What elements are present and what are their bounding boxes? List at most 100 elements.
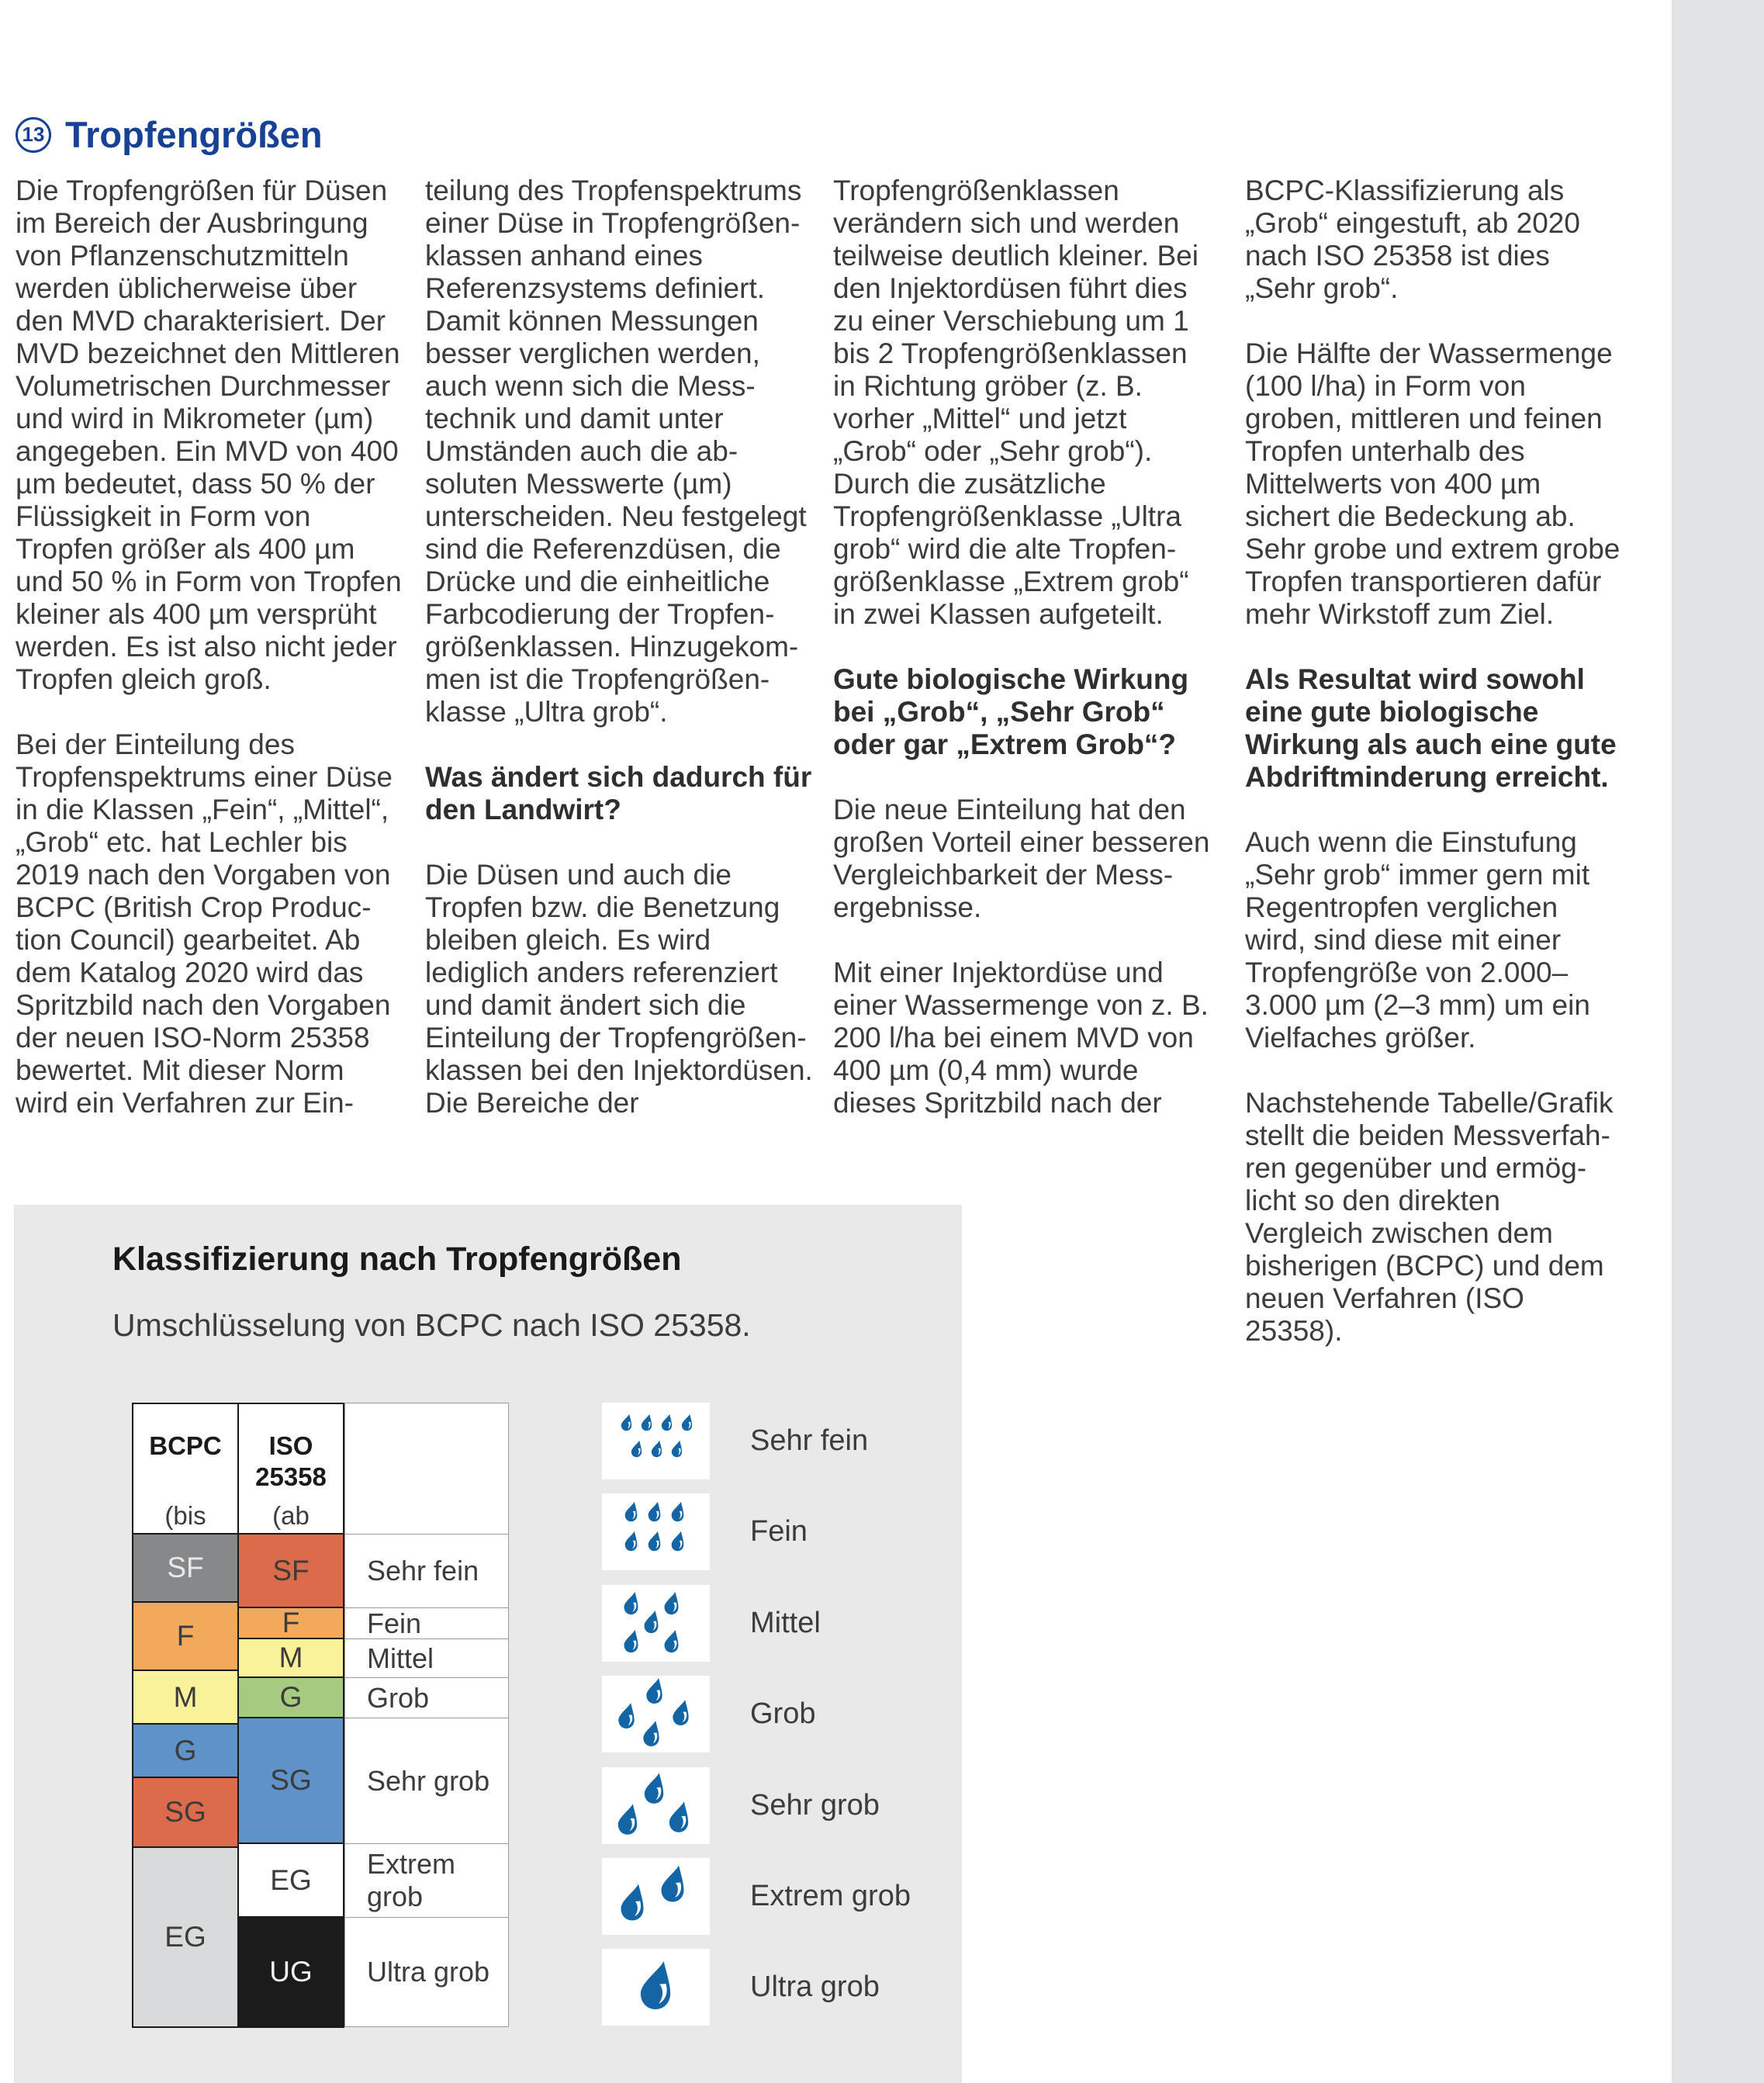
legend-label: Ultra grob: [750, 1971, 880, 2003]
body-paragraph: Nachstehende Tabelle/Grafik stellt die b…: [1245, 1087, 1614, 1347]
droplet-icon: [644, 1773, 664, 1804]
page-title: Tropfengrößen: [65, 114, 323, 155]
iso-column: SF F M G SG EG UG: [237, 1535, 344, 2028]
legend-label: Sehr grob: [750, 1789, 880, 1822]
class-code-cell: SF: [239, 1535, 343, 1608]
class-code-cell: M: [239, 1639, 343, 1678]
class-code-cell: EG: [133, 1848, 237, 2026]
body-paragraph: Die Düsen und auch die Tropfen bzw. die …: [425, 859, 813, 1119]
class-code-cell: M: [133, 1671, 237, 1725]
figure-subtitle: Umschlüsselung von BCPC nach ISO 25358.: [112, 1307, 751, 1343]
droplet-icon: [671, 1440, 683, 1458]
droplet-icon: [624, 1591, 638, 1615]
droplet-icon: [648, 1501, 661, 1522]
droplet-icon: [621, 1413, 632, 1431]
legend-label: Extrem grob: [750, 1880, 911, 1912]
droplet-icon: [640, 1960, 671, 2010]
droplet-icon: [624, 1531, 638, 1552]
class-label-cell: Ultra grob: [345, 1918, 508, 2026]
body-paragraph: Tropfengrößenklassen verändern sich und …: [833, 175, 1198, 630]
droplet-icon: [643, 1721, 659, 1746]
column-subheading: Was ändert sich dadurch für den Landwirt…: [425, 761, 812, 825]
body-paragraph: BCPC-Klassifizierung als „Grob“ eingestu…: [1245, 175, 1580, 304]
droplet-icon: [641, 1413, 652, 1431]
droplet-icon: [617, 1804, 638, 1835]
droplet-icon: [624, 1501, 638, 1522]
droplet-icon: [618, 1703, 635, 1728]
class-code-cell: EG: [239, 1844, 343, 1918]
droplet-icon: [671, 1531, 684, 1552]
legend-label: Fein: [750, 1515, 808, 1548]
droplet-icon: [644, 1610, 659, 1634]
body-paragraph: Auch wenn die Einstufung „Sehr grob“ imm…: [1245, 826, 1590, 1054]
bcpc-column: SF F M G SG EG: [132, 1535, 239, 2028]
droplets-4-icon: [602, 1676, 710, 1753]
class-label-cell: Grob: [345, 1678, 508, 1718]
droplet-icon: [661, 1413, 673, 1431]
class-code-cell: SG: [239, 1718, 343, 1844]
body-paragraph: Die neue Einteilung hat den großen Vorte…: [833, 794, 1210, 923]
table-header-empty: [344, 1403, 509, 1535]
class-label-cell: Extrem grob: [345, 1844, 508, 1918]
text-column-1: Die Tropfengrößen für Düsen im Bereich d…: [16, 175, 403, 1152]
droplets-2-icon: [602, 1858, 710, 1935]
class-label-cell: Sehr grob: [345, 1718, 508, 1844]
droplet-icon: [664, 1591, 679, 1615]
legend-label: Grob: [750, 1697, 816, 1730]
droplets-3-icon: [602, 1767, 710, 1844]
droplet-icon: [621, 1884, 644, 1921]
droplets-7-icon: [602, 1403, 710, 1479]
column-subheading: Als Resultat wird sowohl eine gute biolo…: [1245, 663, 1617, 793]
droplet-icon: [664, 1629, 679, 1653]
class-code-cell: SF: [133, 1535, 237, 1603]
body-paragraph: Die Hälfte der Wassermenge (100 l/ha) in…: [1245, 337, 1620, 630]
text-column-3: Tropfengrößenklassen verändern sich und …: [833, 175, 1217, 1152]
legend-label: Mittel: [750, 1607, 821, 1639]
droplet-icon: [681, 1413, 693, 1431]
body-paragraph: Mit einer Injektordüse und einer Wasserm…: [833, 957, 1209, 1119]
table-header-bcpc-name: BCPC: [149, 1431, 222, 1460]
classification-figure: Klassifizierung nach Tropfengrößen Umsch…: [14, 1205, 962, 2083]
legend-row: Grob: [602, 1676, 815, 1753]
class-code-cell: G: [239, 1678, 343, 1718]
droplet-icon: [651, 1440, 662, 1458]
legend-row: Fein: [602, 1493, 808, 1570]
droplet-icon: [631, 1440, 642, 1458]
section-number-badge: 13: [16, 116, 51, 153]
class-code-cell: F: [133, 1603, 237, 1671]
droplet-icon: [661, 1865, 684, 1902]
legend-row: Ultra grob: [602, 1949, 880, 2026]
class-code-cell: G: [133, 1725, 237, 1778]
droplet-1-icon: [602, 1949, 710, 2026]
class-label-cell: Fein: [345, 1607, 508, 1639]
label-column: Sehr fein Fein Mittel Grob Sehr grob Extrem g…: [344, 1535, 509, 2027]
droplet-icon: [646, 1678, 662, 1704]
text-column-2: teilung des Tropfenspektrums einer Düse …: [425, 175, 813, 1152]
text-column-4: BCPC-Klassifizierung als „Grob“ eingestu…: [1245, 175, 1625, 1380]
table-header-bcpc: BCPC (bis 2019): [132, 1403, 239, 1561]
legend-row: Mittel: [602, 1585, 821, 1662]
body-paragraph: Die Tropfengrößen für Düsen im Bereich d…: [16, 175, 402, 695]
legend-row: Extrem grob: [602, 1858, 911, 1935]
droplets-6-icon: [602, 1493, 710, 1570]
droplet-icon: [673, 1700, 689, 1725]
column-subheading: Gute biologische Wirkung bei „Grob“, „Se…: [833, 663, 1189, 760]
legend-row: Sehr grob: [602, 1767, 880, 1844]
body-paragraph: teilung des Tropfenspektrums einer Düse …: [425, 175, 807, 728]
class-label-cell: Sehr fein: [345, 1535, 508, 1608]
droplet-icon: [671, 1501, 684, 1522]
sidebar-tab: Allgemeine Düsentechnik: [1672, 0, 1764, 2083]
legend-label: Sehr fein: [750, 1424, 869, 1457]
droplet-icon: [669, 1801, 689, 1832]
table-header-iso: ISO 25358 (ab 2020): [237, 1403, 344, 1561]
droplets-5-icon: [602, 1585, 710, 1662]
table-header-iso-name: ISO 25358: [255, 1431, 327, 1491]
legend-row: Sehr fein: [602, 1403, 868, 1479]
droplet-icon: [648, 1531, 661, 1552]
class-code-cell: UG: [239, 1918, 343, 2026]
class-label-cell: Mittel: [345, 1639, 508, 1678]
class-code-cell: F: [239, 1607, 343, 1639]
class-code-cell: SG: [133, 1778, 237, 1848]
figure-title: Klassifizierung nach Tropfengrößen: [112, 1240, 682, 1278]
